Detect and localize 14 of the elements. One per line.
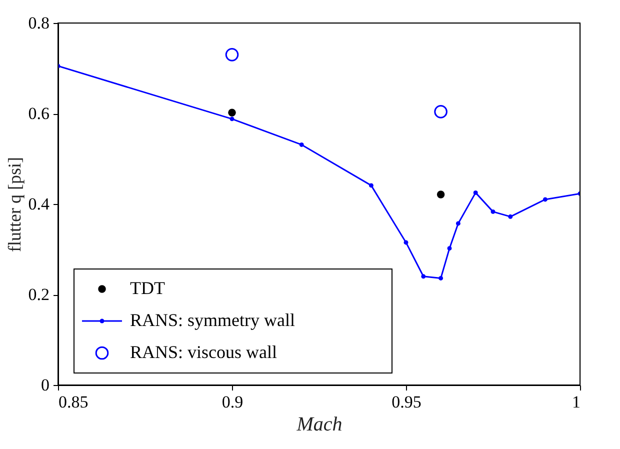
x-tick-label: 1	[572, 392, 580, 412]
legend-label: RANS: symmetry wall	[130, 310, 295, 330]
x-tick-label: 0.85	[58, 392, 88, 412]
x-tick-label: 0.95	[392, 392, 422, 412]
y-tick-label: 0.6	[28, 104, 50, 123]
y-tick-label: 0.2	[28, 285, 50, 304]
legend-label: TDT	[130, 278, 165, 298]
legend-label: RANS: viscous wall	[130, 342, 278, 362]
x-axis-title: Mach	[296, 414, 342, 436]
y-tick-label: 0.4	[28, 194, 50, 214]
y-tick-label: 0.8	[28, 14, 50, 32]
y-tick-label: 0	[41, 376, 50, 394]
x-tick-label: 0.9	[222, 392, 244, 412]
y-axis-title: flutter q [psi]	[4, 157, 24, 252]
